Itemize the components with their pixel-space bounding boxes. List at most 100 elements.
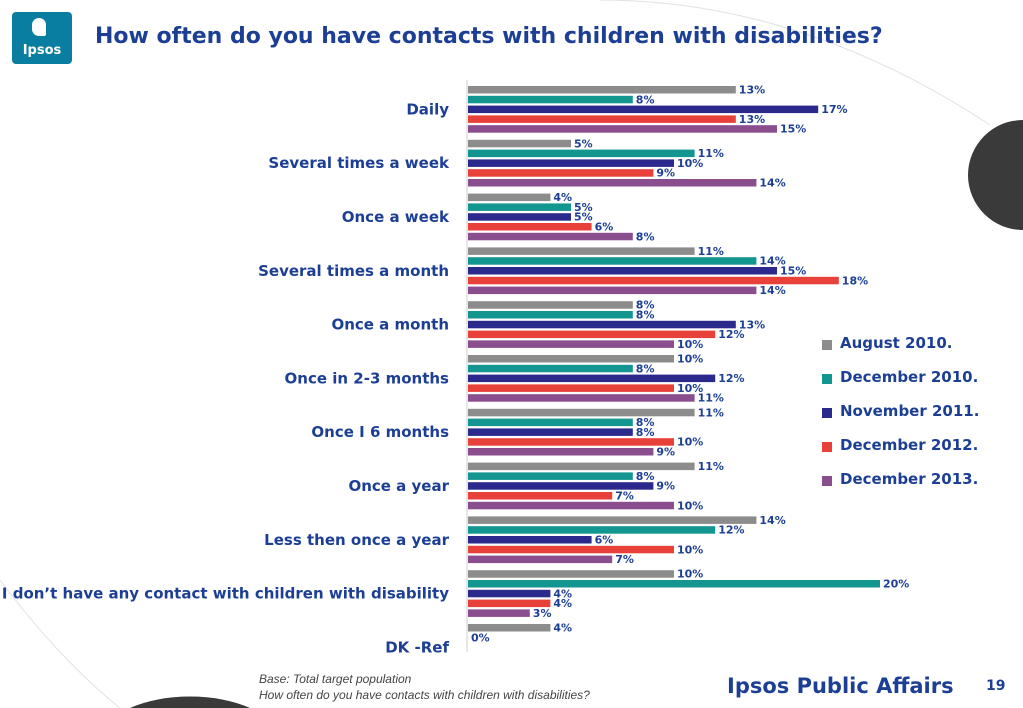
bar: [468, 624, 551, 632]
bar: [468, 492, 613, 500]
data-label: 6%: [595, 221, 614, 234]
bar: [468, 232, 633, 241]
category-label: Once a week: [342, 208, 450, 226]
bar: [468, 555, 613, 564]
bar: [468, 448, 654, 456]
category-label: Once I 6 months: [311, 423, 449, 441]
bar: [468, 159, 674, 167]
category-label: Less then once a year: [264, 531, 449, 549]
data-label: 5%: [574, 201, 593, 214]
data-label: 8%: [636, 93, 655, 106]
data-label: 4%: [553, 191, 572, 204]
data-label: 11%: [698, 392, 724, 405]
brand-name: Ipsos Public Affairs: [727, 674, 954, 698]
data-label: 13%: [739, 318, 765, 331]
data-label: 11%: [698, 245, 724, 258]
data-label: 10%: [677, 568, 703, 581]
category-label: I don’t have any contact with children w…: [2, 585, 449, 603]
bar: [468, 501, 674, 510]
bar: [468, 408, 695, 417]
data-label: 5%: [574, 211, 593, 224]
bar: [468, 213, 571, 221]
bar: [468, 139, 571, 148]
bar: [468, 462, 695, 471]
bar: [468, 267, 777, 275]
bar: [468, 472, 633, 480]
bar: [468, 286, 757, 295]
bar: [468, 428, 633, 436]
legend-swatch: [822, 442, 832, 452]
bar: [468, 301, 633, 309]
bar: [468, 599, 551, 608]
category-label: Once in 2-3 months: [285, 369, 450, 387]
bar: [468, 179, 757, 187]
ipsos-logo: Ipsos: [12, 12, 72, 64]
data-label: 6%: [595, 534, 614, 547]
bar: [468, 203, 571, 211]
page-number: 19: [986, 678, 1006, 694]
data-label: 14%: [759, 255, 785, 268]
bar: [468, 320, 736, 329]
data-label: 10%: [677, 157, 703, 170]
bar: [468, 482, 654, 490]
data-label: 12%: [718, 328, 744, 341]
bar: [468, 115, 736, 123]
category-label: Several times a week: [268, 154, 450, 172]
bar: [468, 570, 674, 578]
legend-label: December 2010.: [840, 368, 979, 386]
data-label: 17%: [821, 103, 847, 116]
legend-label: December 2013.: [840, 470, 979, 488]
data-label: 10%: [677, 382, 703, 395]
data-label: 10%: [677, 353, 703, 366]
bar: [468, 257, 757, 265]
data-label: 0%: [471, 631, 490, 644]
data-label: 7%: [615, 553, 634, 566]
bar: [468, 105, 819, 114]
data-label: 10%: [677, 338, 703, 351]
data-label: 8%: [636, 470, 655, 483]
legend-label: August 2010.: [840, 334, 953, 352]
data-label: 9%: [656, 446, 675, 459]
bar: [468, 438, 674, 446]
data-label: 8%: [636, 230, 655, 243]
data-label: 18%: [842, 274, 868, 287]
data-label: 5%: [574, 137, 593, 150]
data-label: 13%: [739, 84, 765, 97]
bar: [468, 340, 674, 348]
data-label: 15%: [780, 123, 806, 136]
category-label: Daily: [406, 100, 449, 118]
bar: [468, 355, 674, 363]
bar: [468, 526, 716, 534]
data-label: 8%: [636, 299, 655, 312]
bar: [468, 86, 736, 94]
bar: [468, 95, 633, 104]
legend-swatch: [822, 476, 832, 486]
data-label: 14%: [759, 177, 785, 190]
data-label: 10%: [677, 499, 703, 512]
data-label: 4%: [553, 587, 572, 600]
bar: [468, 125, 777, 133]
data-label: 11%: [698, 460, 724, 473]
data-label: 3%: [533, 607, 552, 620]
bar-chart: Daily 13% 8% 17% 13% 15% Several times a week 5…: [2, 80, 909, 656]
category-label: Once a year: [348, 477, 449, 495]
data-label: 4%: [553, 597, 572, 610]
bar: [468, 276, 839, 285]
bar: [468, 536, 592, 544]
category-label: Once a month: [331, 316, 449, 334]
data-label: 8%: [636, 416, 655, 429]
bar: [468, 374, 716, 383]
footnote-base: Base: Total target population: [259, 672, 412, 686]
curve-line: [599, 0, 991, 126]
data-label: 7%: [615, 490, 634, 503]
legend-label: December 2012.: [840, 436, 979, 454]
bar: [468, 223, 592, 231]
bar: [468, 418, 633, 427]
data-label: 10%: [677, 543, 703, 556]
page-title: How often do you have contacts with chil…: [95, 24, 883, 49]
legend-swatch: [822, 374, 832, 384]
data-label: 9%: [656, 167, 675, 180]
data-label: 10%: [677, 436, 703, 449]
data-label: 13%: [739, 113, 765, 126]
bar: [468, 394, 695, 402]
